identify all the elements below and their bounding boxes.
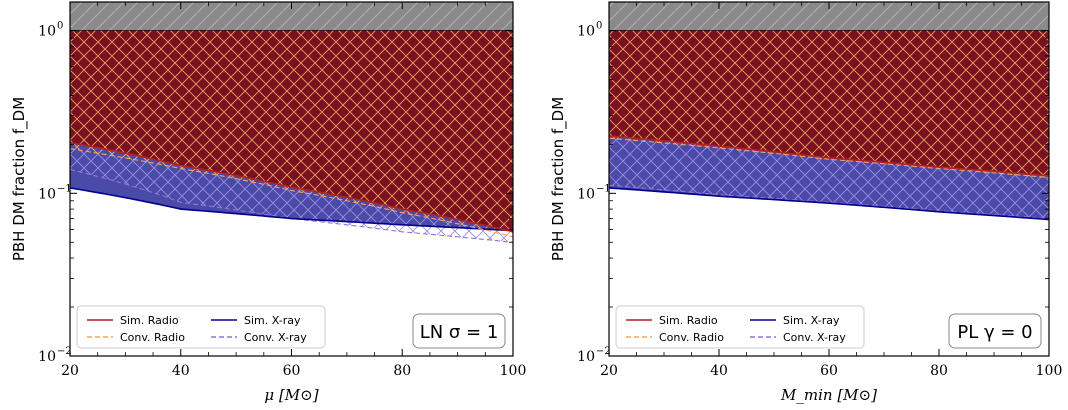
annotation-box — [948, 313, 1042, 349]
y-tick-exponent: −2 — [57, 346, 72, 357]
legend-label: Sim. Radio — [659, 314, 718, 327]
legend-label: Sim. X-ray — [244, 314, 301, 327]
annotation-box — [412, 313, 506, 349]
x-axis-label: μ [M⊙] — [264, 386, 318, 404]
legend-label: Sim. Radio — [120, 314, 179, 327]
y-tick-label: 10 — [38, 24, 56, 40]
conv-radio-hatch — [609, 30, 1049, 178]
legend: Sim. Radio Sim. X-ray Conv. Radio Conv. X-r… — [76, 305, 326, 349]
y-axis-label: PBH DM fraction f_DM — [10, 97, 29, 261]
legend-box — [76, 305, 326, 349]
x-axis-label: M_min [M⊙] — [780, 386, 877, 404]
y-tick-exponent: −1 — [57, 183, 72, 194]
conv-radio-line — [70, 148, 513, 238]
conv-radio-line — [609, 137, 1049, 179]
sim-radio-line — [70, 141, 513, 233]
y-tick-exponent: −1 — [596, 183, 611, 194]
legend-label: Conv. X-ray — [244, 331, 307, 344]
conv-radio-hatch — [70, 30, 513, 237]
sim-xray-line — [609, 187, 1049, 221]
y-tick-label: 10 — [38, 186, 56, 202]
annotation-label: PL γ = 0 — [957, 322, 1032, 343]
annotation: LN σ = 1 — [412, 313, 506, 349]
sim-radio-line — [609, 135, 1049, 177]
conv-xray-line — [609, 184, 1049, 220]
sim-xray-line — [70, 187, 513, 232]
legend-box — [615, 305, 865, 349]
x-tick-label: 80 — [930, 363, 948, 379]
x-tick-label: 20 — [600, 363, 618, 379]
y-tick-exponent: −2 — [596, 346, 611, 357]
x-tick-label: 40 — [172, 363, 190, 379]
legend: Sim. Radio Sim. X-ray Conv. Radio Conv. X-r… — [615, 305, 865, 349]
x-tick-label: 20 — [61, 363, 79, 379]
y-tick-label: 10 — [577, 349, 595, 365]
legend-label: Conv. X-ray — [783, 331, 846, 344]
annotation: PL γ = 0 — [948, 313, 1042, 349]
x-tick-label: 60 — [820, 363, 838, 379]
y-tick-exponent: 0 — [57, 21, 63, 32]
annotation-label: LN σ = 1 — [420, 322, 499, 343]
y-tick-label: 10 — [38, 349, 56, 365]
y-tick-label: 10 — [577, 24, 595, 40]
x-tick-label: 80 — [393, 363, 411, 379]
legend-label: Conv. Radio — [659, 331, 724, 344]
x-tick-label: 100 — [500, 363, 527, 379]
y-axis-label: PBH DM fraction f_DM — [549, 97, 568, 261]
plot-area — [609, 2, 1049, 221]
y-tick-label: 10 — [577, 186, 595, 202]
x-tick-label: 100 — [1036, 363, 1063, 379]
x-tick-label: 40 — [710, 363, 728, 379]
y-tick-exponent: 0 — [596, 21, 602, 32]
legend-label: Sim. X-ray — [783, 314, 840, 327]
plot-area — [70, 2, 513, 243]
x-tick-label: 60 — [283, 363, 301, 379]
legend-label: Conv. Radio — [120, 331, 185, 344]
